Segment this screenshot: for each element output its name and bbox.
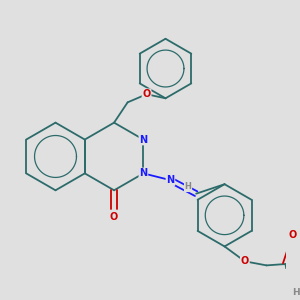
Text: H: H: [184, 182, 191, 191]
Text: O: O: [142, 89, 151, 99]
Text: O: O: [288, 230, 296, 240]
Text: O: O: [241, 256, 249, 266]
Text: H: H: [292, 288, 300, 297]
Text: N: N: [167, 175, 175, 185]
Text: N: N: [139, 168, 147, 178]
Text: O: O: [110, 212, 118, 222]
Text: N: N: [139, 135, 147, 145]
